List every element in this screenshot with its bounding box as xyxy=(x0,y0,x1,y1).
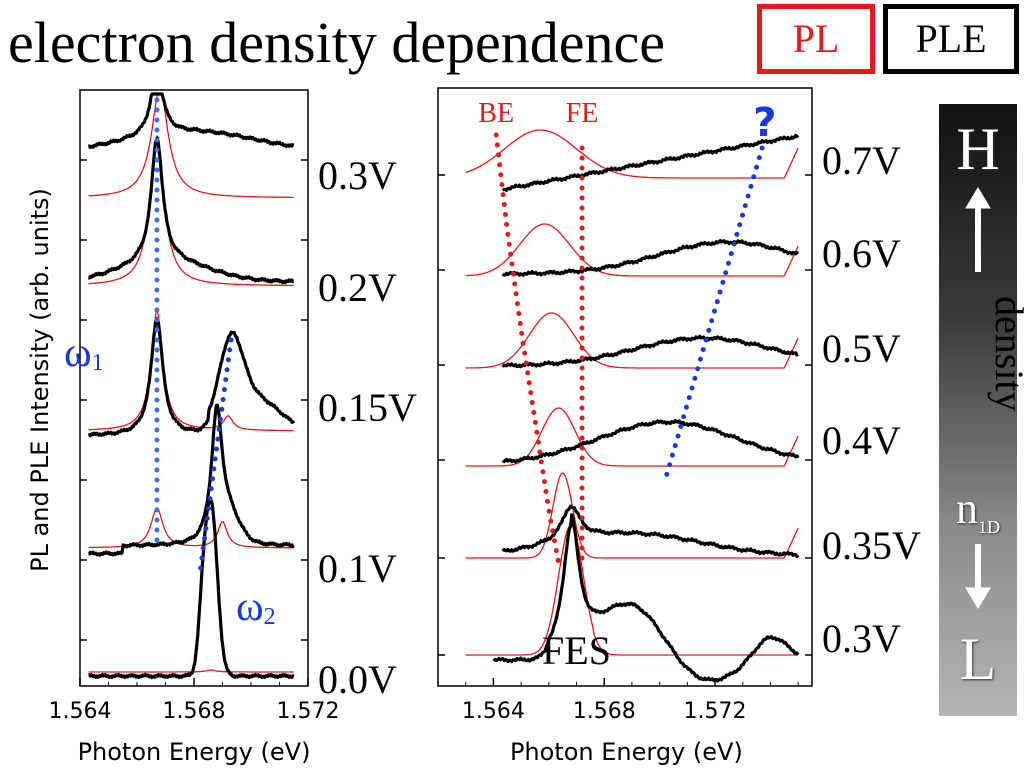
left-y-axis-label: PL and PLE Intensity (arb. units) xyxy=(26,188,54,572)
n-subscript: 1D xyxy=(978,516,1000,537)
legend-pl: PL xyxy=(757,4,875,74)
left-trace-0.3V xyxy=(87,92,295,199)
ple-series-line xyxy=(501,419,800,464)
ple-series-line xyxy=(501,504,800,558)
omega2-subscript: 2 xyxy=(264,604,276,630)
omega2-label: ω2 xyxy=(236,584,276,630)
left-trace-0.1V xyxy=(87,403,295,557)
be-label: BE xyxy=(478,98,514,129)
left-voltage-label: 0.15V xyxy=(318,385,417,430)
right-voltage-label: 0.4V xyxy=(822,418,901,463)
pl-series-line xyxy=(88,93,294,199)
left-trace-0.0V xyxy=(87,497,295,680)
left-trace-0.15V xyxy=(87,310,296,438)
right-x-tick-label: 1.572 xyxy=(684,699,747,724)
right-trace-0.5V xyxy=(465,312,799,369)
omega1-label: ω1 xyxy=(64,330,104,376)
right-voltage-label: 0.3V xyxy=(822,616,901,661)
left-x-tick-label: 1.572 xyxy=(277,699,340,724)
left-trace-0.2V xyxy=(87,135,295,287)
pl-series-line xyxy=(465,472,799,559)
ple-series-line xyxy=(501,134,800,192)
left-x-tick-label: 1.564 xyxy=(49,699,112,724)
left-panel-frame xyxy=(79,89,309,687)
right-trace-0.6V xyxy=(465,223,800,277)
ple-series-line xyxy=(87,92,295,150)
question-guide-line xyxy=(662,145,765,483)
right-x-tick-label: 1.568 xyxy=(573,699,636,724)
left-voltage-label: 0.1V xyxy=(318,546,397,591)
density-arrows xyxy=(965,187,991,609)
omega2-guide-line xyxy=(197,337,234,578)
pl-series-line xyxy=(465,223,799,277)
high-label: H xyxy=(956,116,1000,182)
left-x-axis-label: Photon Energy (eV) xyxy=(78,738,311,766)
ple-series-line xyxy=(87,403,295,557)
pl-series-line xyxy=(88,135,294,287)
be-guide-line xyxy=(493,132,563,573)
n-symbol: n xyxy=(956,484,978,533)
left-voltage-label: 0.2V xyxy=(318,265,397,310)
question-label: ? xyxy=(753,100,776,146)
ple-series-line xyxy=(492,513,800,683)
n1d-label: n1D xyxy=(939,484,1017,552)
ple-series-line xyxy=(501,334,799,369)
arrow-up-head-icon xyxy=(965,187,991,209)
pl-series-line xyxy=(88,310,294,432)
right-voltage-label: 0.6V xyxy=(822,231,901,276)
ple-series-line xyxy=(87,497,295,680)
right-trace-0.7V xyxy=(465,129,800,192)
ple-series-line xyxy=(501,239,800,277)
ple-series-line xyxy=(87,136,295,285)
arrow-down-head-icon xyxy=(965,587,991,609)
right-trace-0.4V xyxy=(465,407,800,467)
low-label: L xyxy=(959,626,997,692)
right-voltage-label: 0.7V xyxy=(822,138,901,183)
ple-series-line xyxy=(87,316,296,438)
density-scale-bar: H density n1D L xyxy=(939,104,1024,716)
pl-series-line xyxy=(465,312,799,369)
fe-label: FE xyxy=(566,98,599,129)
legend-ple: PLE xyxy=(883,4,1019,74)
right-trace-0.3V xyxy=(465,513,800,683)
omega1-subscript: 1 xyxy=(92,350,104,376)
fes-label: FES xyxy=(542,628,611,673)
right-x-axis-label: Photon Energy (eV) xyxy=(510,738,743,766)
left-x-tick-label: 1.568 xyxy=(163,699,226,724)
right-panel-frame xyxy=(437,87,813,687)
right-voltage-label: 0.5V xyxy=(822,326,901,371)
pl-series-line xyxy=(465,407,799,467)
right-x-tick-label: 1.564 xyxy=(462,699,525,724)
right-trace-0.35V xyxy=(465,472,800,559)
right-voltage-label: 0.35V xyxy=(822,523,921,568)
page-title: electron density dependence xyxy=(8,10,666,75)
pl-series-line xyxy=(465,524,799,656)
pl-series-line xyxy=(465,129,799,179)
left-voltage-label: 0.0V xyxy=(318,657,397,702)
left-voltage-label: 0.3V xyxy=(318,153,397,198)
